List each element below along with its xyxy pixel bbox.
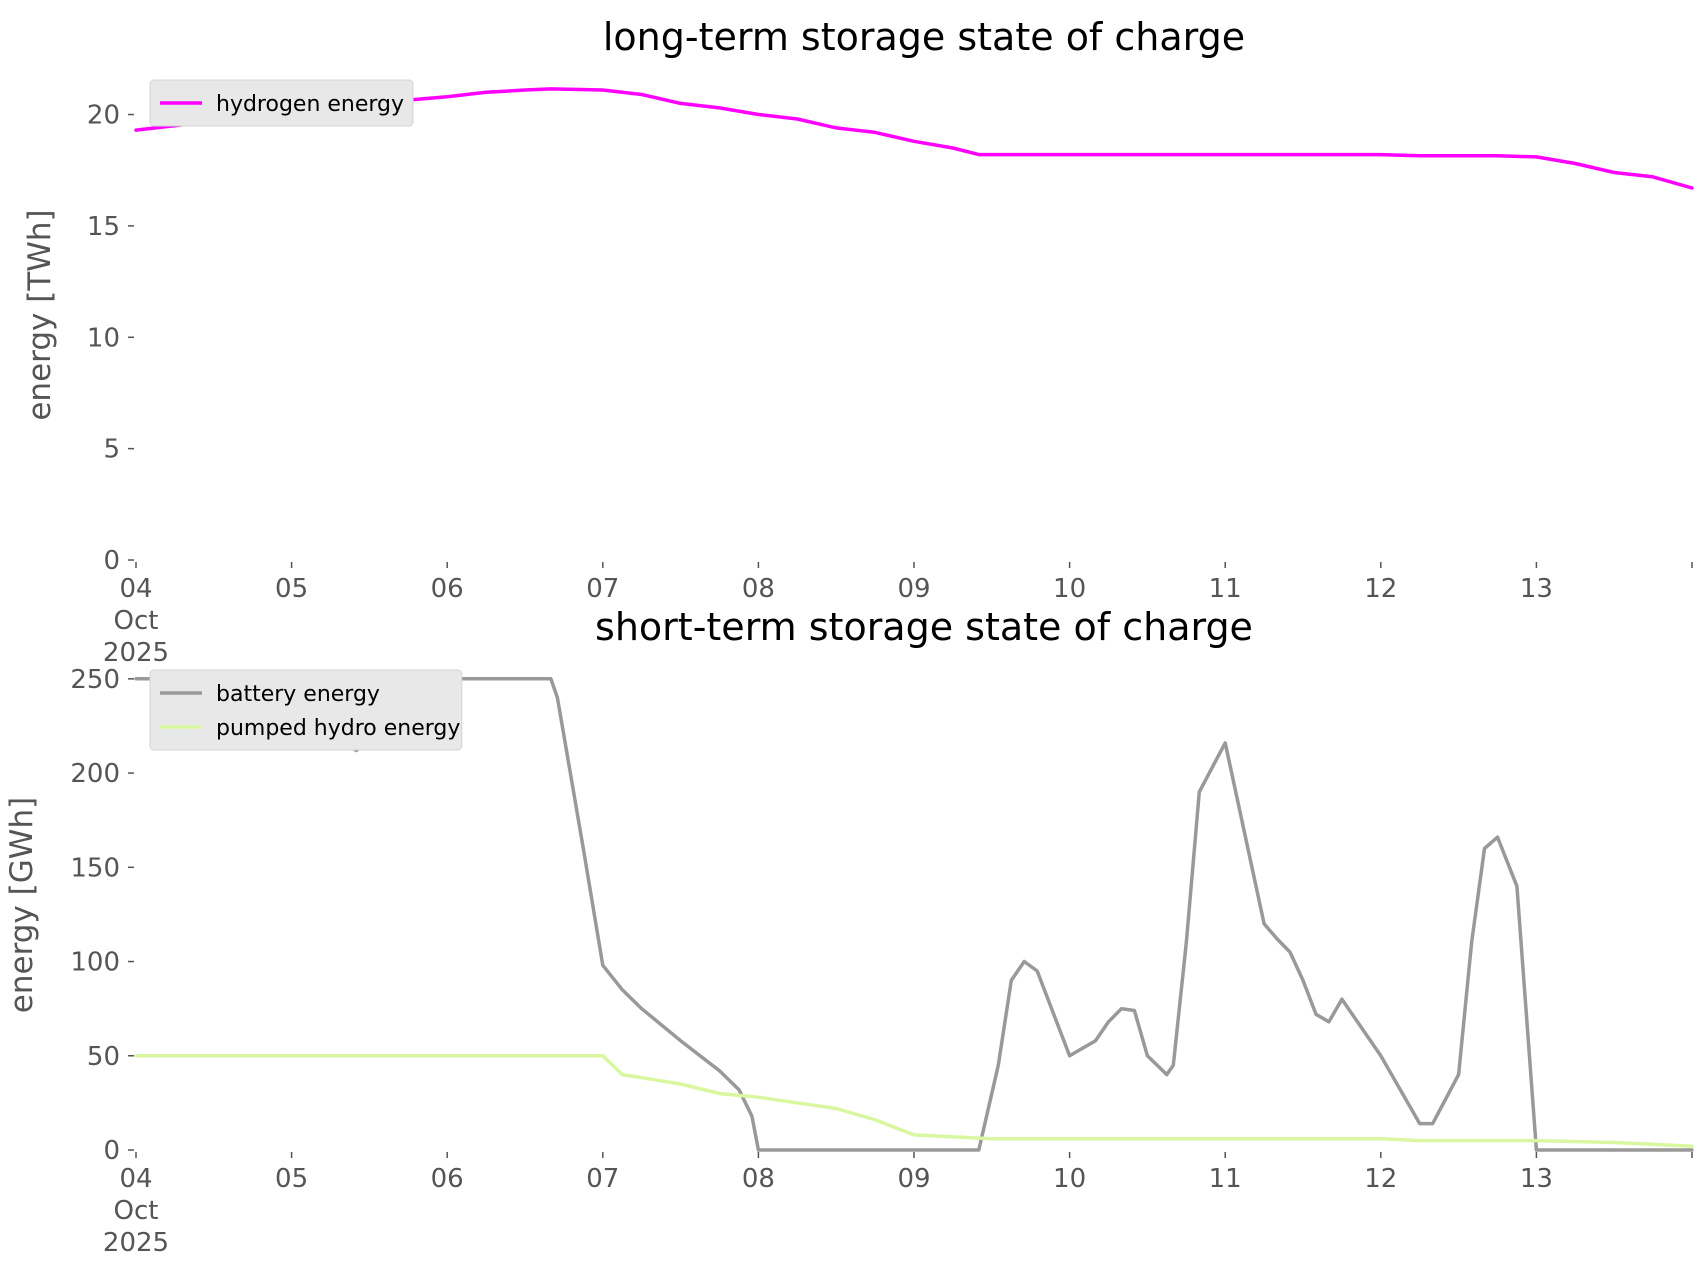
x-tick-label: 08 (742, 574, 775, 604)
x-tick-label: 05 (275, 1164, 308, 1194)
x-tick-label: 09 (897, 1164, 930, 1194)
legend-label: hydrogen energy (216, 92, 404, 117)
x-tick-label: 12 (1364, 1164, 1397, 1194)
y-tick-label: 0 (103, 546, 120, 576)
series-line-1 (134, 677, 1694, 1152)
legend-box (149, 79, 414, 127)
x-tick-label: 04 Oct 2025 (103, 574, 169, 668)
x-tick-label: 11 (1209, 1164, 1242, 1194)
y-tick-label: 200 (70, 759, 120, 789)
y-axis-label: energy [TWh] (22, 209, 58, 420)
legend-box (149, 669, 463, 751)
y-tick-label: 150 (70, 853, 120, 883)
x-tick-label: 09 (897, 574, 930, 604)
y-tick-label: 0 (103, 1136, 120, 1166)
x-tick-label: 12 (1364, 574, 1397, 604)
x-tick-label: 05 (275, 574, 308, 604)
y-tick-label: 20 (87, 101, 120, 131)
y-tick-label: 10 (87, 323, 120, 353)
x-tick-label: 04 Oct 2025 (103, 1164, 169, 1258)
x-tick-label: 06 (431, 574, 464, 604)
x-tick-label: 07 (586, 1164, 619, 1194)
legend-label: pumped hydro energy (216, 716, 460, 741)
y-tick-label: 50 (87, 1042, 120, 1072)
y-tick-label: 250 (70, 665, 120, 695)
chart-title: long-term storage state of charge (603, 15, 1245, 59)
chart-title: short-term storage state of charge (595, 605, 1253, 649)
series-line-1 (134, 87, 1694, 190)
chart-panel-1: long-term storage state of charge energy … (22, 15, 1694, 668)
series-line-2 (134, 1054, 1694, 1148)
x-tick-label: 07 (586, 574, 619, 604)
x-tick-label: 13 (1520, 1164, 1553, 1194)
y-axis-label: energy [GWh] (4, 797, 40, 1013)
x-tick-label: 10 (1053, 574, 1086, 604)
x-tick-label: 11 (1209, 574, 1242, 604)
chart-panel-2: short-term storage state of charge energy… (4, 605, 1694, 1258)
x-tick-label: 06 (431, 1164, 464, 1194)
y-tick-label: 5 (103, 435, 120, 465)
x-tick-label: 08 (742, 1164, 775, 1194)
legend-label: battery energy (216, 682, 380, 707)
y-tick-label: 15 (87, 212, 120, 242)
x-tick-label: 13 (1520, 574, 1553, 604)
x-tick-label: 10 (1053, 1164, 1086, 1194)
y-tick-label: 100 (70, 948, 120, 978)
